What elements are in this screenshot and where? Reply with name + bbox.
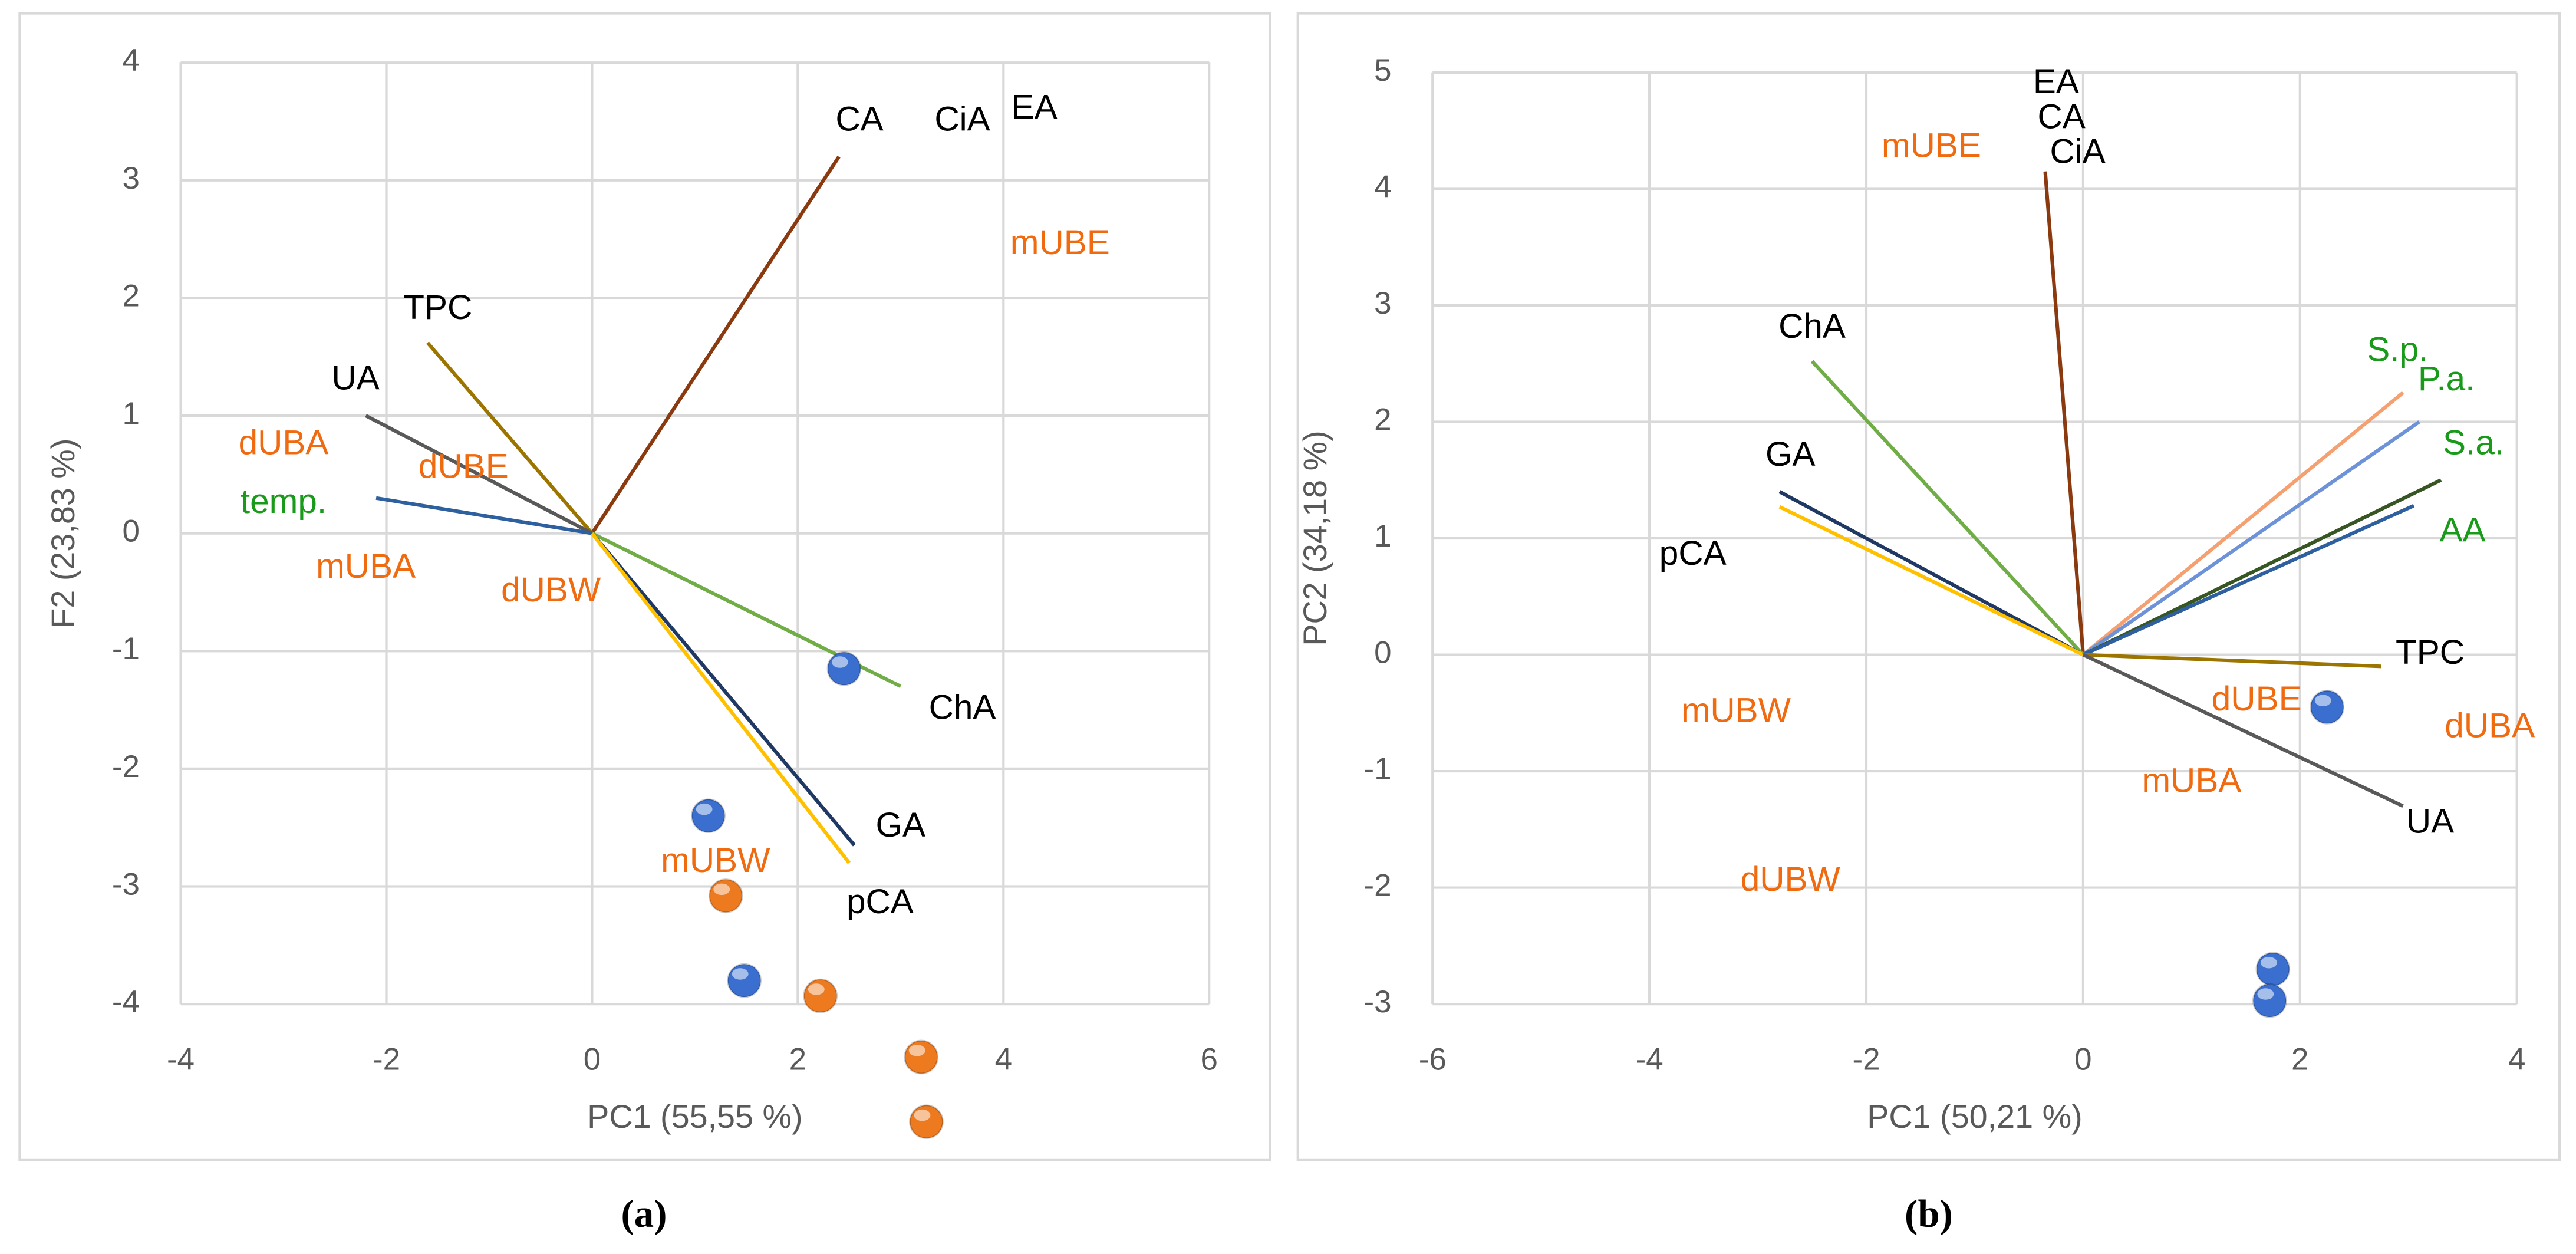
y-axis-title: F2 (23,83 %)	[45, 439, 81, 628]
caption: (a)	[621, 1192, 667, 1236]
x-tick-label: -6	[1419, 1042, 1447, 1077]
variable-label: dUBE	[2212, 680, 2302, 718]
y-tick-label: 5	[1374, 53, 1391, 88]
variable-label: ChA	[929, 689, 996, 727]
x-tick-label: -4	[167, 1042, 195, 1077]
variable-label: dUBE	[419, 447, 509, 485]
variable-label: GA	[1765, 435, 1816, 473]
loading-vector	[591, 532, 856, 847]
variable-label: EA	[2033, 62, 2079, 101]
y-tick-label: -4	[112, 985, 140, 1019]
point-highlight	[2260, 956, 2277, 969]
y-tick-label: 0	[1374, 636, 1391, 670]
x-axis-title: PC1 (55,55 %)	[587, 1098, 802, 1135]
loading-vector	[365, 414, 593, 535]
x-tick-label: 2	[2291, 1042, 2308, 1077]
variable-label: AA	[2440, 511, 2486, 549]
loading-vector	[426, 341, 594, 535]
y-tick-label: -1	[112, 631, 140, 666]
variable-label: UA	[2406, 802, 2454, 840]
loading-vector	[375, 496, 592, 535]
variable-label: temp.	[241, 482, 327, 521]
variable-label: CA	[835, 100, 883, 138]
variable-label: TPC	[2396, 633, 2465, 672]
y-tick-label: 2	[122, 278, 139, 313]
loading-vector	[1778, 505, 2084, 657]
variable-label: mUBE	[1882, 127, 1981, 165]
variable-label: S.p.	[2367, 330, 2428, 368]
variable-label: mUBA	[316, 547, 416, 585]
y-tick-label: 2	[1374, 402, 1391, 437]
x-tick-label: 0	[2074, 1042, 2091, 1077]
x-tick-label: 4	[995, 1042, 1012, 1077]
loading-vector	[2083, 653, 2381, 669]
y-tick-label: -2	[112, 749, 140, 784]
y-tick-label: -3	[112, 867, 140, 901]
variable-label: pCA	[1659, 534, 1727, 572]
y-tick-label: -2	[1364, 868, 1392, 903]
x-tick-label: -2	[373, 1042, 400, 1077]
point-highlight	[914, 1109, 931, 1121]
variable-label: UA	[332, 359, 380, 397]
variable-label: dUBW	[501, 571, 601, 609]
loading-vector	[2082, 503, 2415, 657]
variable-label: TPC	[403, 288, 472, 327]
variable-label: GA	[876, 806, 926, 844]
x-tick-label: -2	[1852, 1042, 1880, 1077]
x-tick-label: 4	[2508, 1042, 2525, 1077]
y-tick-label: 0	[122, 514, 139, 549]
loading-vector	[2082, 478, 2442, 657]
variable-label: S.a.	[2443, 423, 2504, 462]
variable-label: CA	[2037, 97, 2085, 136]
loading-vector	[2081, 391, 2404, 656]
loading-vector	[2082, 420, 2420, 657]
variable-label: EA	[1012, 88, 1058, 126]
loading-vector	[590, 156, 841, 535]
point-highlight	[732, 968, 749, 980]
y-tick-label: 4	[122, 43, 139, 78]
y-axis-title: PC2 (34,18 %)	[1297, 430, 1333, 646]
y-tick-label: 3	[1374, 286, 1391, 321]
variable-label: P.a.	[2418, 360, 2475, 398]
y-tick-label: 1	[1374, 519, 1391, 554]
x-tick-label: 0	[584, 1042, 601, 1077]
y-tick-label: -3	[1364, 985, 1392, 1019]
variable-label: mUBW	[661, 841, 770, 880]
variable-label: dUBW	[1741, 860, 1841, 898]
y-tick-label: -1	[1364, 752, 1392, 786]
point-highlight	[696, 803, 713, 815]
variable-label: dUBA	[239, 423, 329, 462]
variable-label: mUBW	[1682, 692, 1791, 730]
point-highlight	[831, 656, 848, 668]
variable-label: ChA	[1778, 307, 1846, 345]
panel-frame	[1296, 12, 2561, 1161]
x-tick-label: -4	[1636, 1042, 1663, 1077]
y-tick-label: 1	[122, 396, 139, 431]
loading-vector	[591, 532, 851, 864]
x-axis-title: PC1 (50,21 %)	[1867, 1098, 2082, 1135]
variable-label: pCA	[846, 883, 914, 921]
x-tick-label: 2	[789, 1042, 806, 1077]
point-highlight	[713, 883, 730, 896]
x-tick-label: 6	[1200, 1042, 1217, 1077]
y-tick-label: 3	[122, 161, 139, 196]
point-highlight	[908, 1045, 925, 1056]
variable-label: dUBA	[2445, 706, 2535, 745]
loading-vector	[2043, 171, 2085, 655]
y-tick-label: 4	[1374, 169, 1391, 204]
point-highlight	[2257, 988, 2274, 1000]
variable-label: CiA	[2050, 133, 2106, 171]
variable-label: CiA	[934, 100, 990, 138]
point-highlight	[2314, 695, 2331, 707]
variable-label: mUBE	[1010, 223, 1110, 262]
loading-vector	[2082, 653, 2404, 808]
loading-vector	[1778, 490, 2084, 657]
loading-vector	[1810, 360, 2085, 656]
variable-label: mUBA	[2142, 761, 2241, 799]
caption: (b)	[1905, 1192, 1953, 1236]
panel-frame	[18, 12, 1271, 1161]
point-highlight	[808, 983, 825, 995]
